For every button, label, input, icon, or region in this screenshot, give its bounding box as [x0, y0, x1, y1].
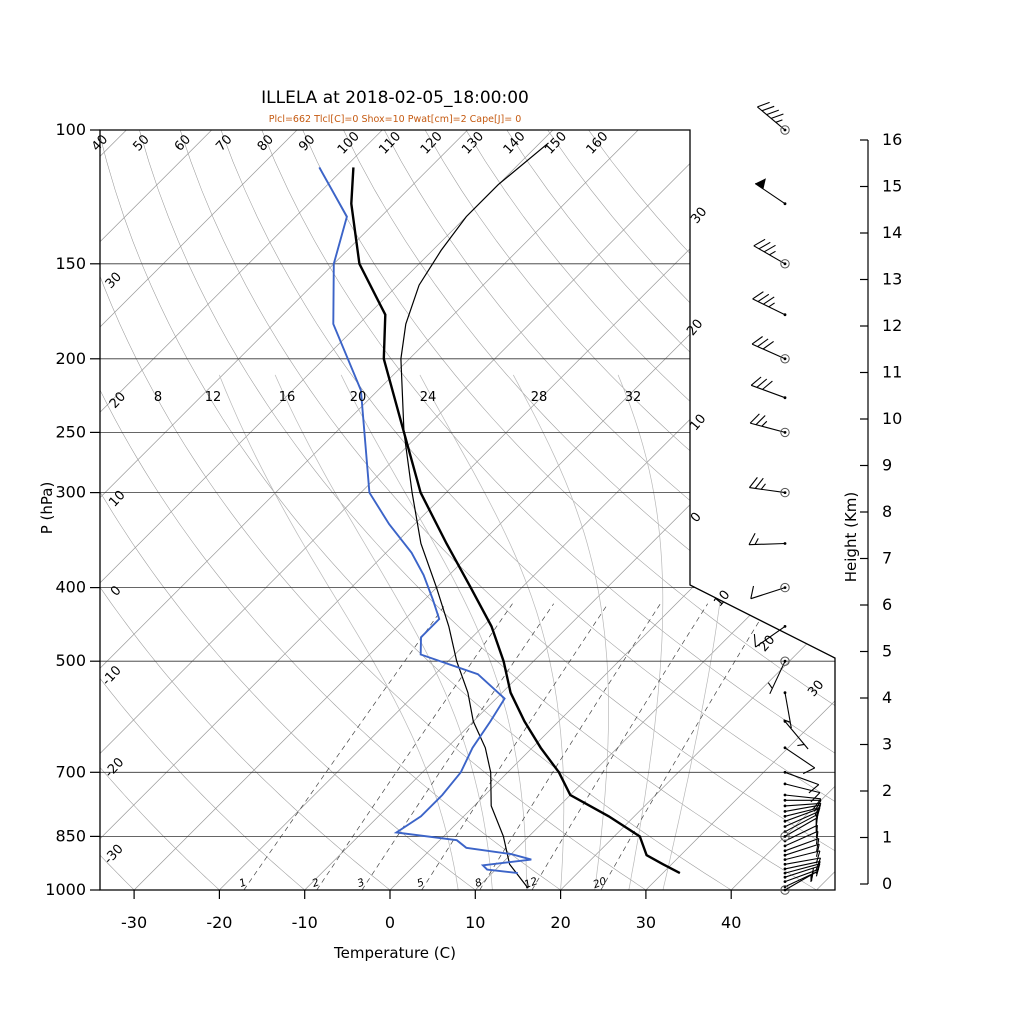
height-axis	[860, 139, 869, 885]
svg-text:13: 13	[882, 270, 902, 289]
pressure-axis	[90, 129, 100, 891]
svg-text:11: 11	[882, 363, 902, 382]
svg-text:250: 250	[55, 422, 86, 441]
temperature-curve	[350, 167, 681, 875]
svg-text:24: 24	[420, 390, 437, 405]
svg-text:1000: 1000	[45, 880, 86, 899]
svg-text:100: 100	[55, 120, 86, 139]
svg-text:15: 15	[882, 177, 902, 196]
svg-text:14: 14	[882, 223, 902, 242]
svg-text:8: 8	[154, 390, 162, 405]
temperature-axis	[133, 890, 732, 899]
svg-text:10: 10	[882, 409, 902, 428]
svg-text:10: 10	[711, 588, 733, 610]
svg-text:-30: -30	[101, 842, 126, 868]
parcel-curve	[400, 142, 549, 889]
svg-text:10: 10	[465, 913, 485, 932]
svg-text:32: 32	[625, 390, 642, 405]
svg-text:1: 1	[238, 876, 248, 890]
svg-text:50: 50	[130, 132, 152, 154]
svg-text:28: 28	[531, 390, 548, 405]
svg-text:40: 40	[721, 913, 741, 932]
svg-text:30: 30	[688, 205, 710, 227]
svg-text:-10: -10	[292, 913, 318, 932]
svg-text:150: 150	[55, 254, 86, 273]
svg-text:70: 70	[213, 132, 235, 154]
svg-text:90: 90	[296, 132, 318, 154]
svg-text:6: 6	[882, 595, 892, 614]
svg-text:8: 8	[882, 502, 892, 521]
svg-text:12: 12	[523, 875, 540, 891]
chart-title: ILLELA at 2018-02-05_18:00:00	[261, 88, 529, 108]
svg-text:16: 16	[882, 130, 902, 149]
svg-text:30: 30	[103, 270, 125, 292]
svg-text:4: 4	[882, 688, 892, 707]
svg-text:130: 130	[459, 129, 487, 157]
svg-text:1: 1	[882, 828, 892, 847]
svg-text:500: 500	[55, 651, 86, 670]
svg-text:2: 2	[311, 876, 322, 890]
svg-text:110: 110	[376, 129, 404, 157]
dewpoint-curve	[318, 166, 532, 875]
svg-text:40: 40	[89, 132, 111, 154]
svg-text:0: 0	[108, 583, 125, 599]
svg-text:400: 400	[55, 578, 86, 597]
svg-text:-30: -30	[121, 913, 147, 932]
svg-text:9: 9	[882, 456, 892, 475]
svg-text:-10: -10	[99, 663, 124, 689]
wind-barbs	[748, 101, 822, 891]
svg-text:80: 80	[255, 132, 277, 154]
svg-text:16: 16	[279, 390, 296, 405]
svg-text:5: 5	[882, 642, 892, 661]
grid-lines	[100, 130, 835, 890]
svg-text:20: 20	[592, 875, 609, 891]
svg-text:8: 8	[473, 876, 484, 890]
svg-text:2: 2	[882, 781, 892, 800]
svg-text:20: 20	[550, 913, 570, 932]
svg-text:120: 120	[418, 129, 446, 157]
svg-text:3: 3	[882, 735, 892, 754]
svg-text:12: 12	[882, 316, 902, 335]
svg-text:850: 850	[55, 826, 86, 845]
sounding-curves	[318, 142, 681, 889]
svg-text:160: 160	[584, 129, 612, 157]
svg-text:150: 150	[542, 129, 570, 157]
svg-text:700: 700	[55, 762, 86, 781]
svg-text:20: 20	[684, 317, 706, 339]
wind-level-markers	[780, 125, 790, 895]
svg-text:20: 20	[350, 390, 367, 405]
svg-text:10: 10	[106, 488, 128, 510]
temperature-axis-title: Temperature (C)	[334, 944, 456, 962]
svg-text:30: 30	[805, 678, 827, 700]
svg-text:-20: -20	[206, 913, 232, 932]
svg-text:-20: -20	[102, 755, 127, 781]
svg-text:7: 7	[882, 549, 892, 568]
svg-text:30: 30	[636, 913, 656, 932]
plot-frame	[99, 129, 836, 891]
svg-text:20: 20	[107, 389, 129, 411]
chart-params-line: Plcl=662 Tlcl[C]=0 Shox=10 Pwat[cm]=2 Ca…	[268, 114, 522, 125]
svg-text:12: 12	[205, 390, 222, 405]
svg-text:200: 200	[55, 349, 86, 368]
svg-text:140: 140	[501, 129, 529, 157]
svg-text:300: 300	[55, 483, 86, 502]
svg-text:0: 0	[882, 874, 892, 893]
svg-text:0: 0	[385, 913, 395, 932]
svg-text:3: 3	[356, 876, 366, 890]
svg-text:5: 5	[415, 876, 426, 890]
